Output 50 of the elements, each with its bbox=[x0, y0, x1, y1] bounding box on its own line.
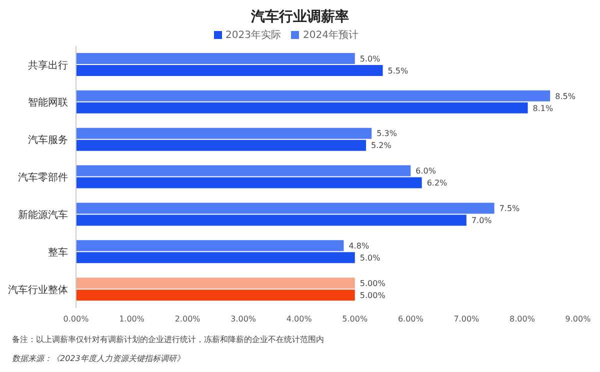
bar bbox=[76, 128, 372, 139]
x-tick-label: 9.00% bbox=[565, 314, 592, 324]
bar bbox=[76, 202, 494, 214]
bar bbox=[76, 252, 355, 264]
data-label: 5.3% bbox=[376, 129, 398, 138]
bar bbox=[76, 140, 366, 151]
x-tick-label: 2.00% bbox=[174, 314, 201, 324]
source-note: 数据来源：《2023年度人力资源关键指标调研》 bbox=[12, 353, 186, 364]
chart-title: 汽车行业调薪率 bbox=[250, 8, 350, 27]
x-tick-label: 8.00% bbox=[510, 314, 536, 324]
y-tick-label: 智能网联 bbox=[28, 96, 68, 109]
x-tick-label: 3.00% bbox=[230, 314, 256, 324]
bar bbox=[76, 240, 344, 252]
bar bbox=[76, 53, 355, 64]
y-tick-label: 汽车零部件 bbox=[18, 172, 68, 184]
x-tick-label: 4.00% bbox=[286, 314, 312, 324]
text: 备注：以上调薪率仅针对有调薪计划的企业进行统计，冻薪和降薪的企业不在统计范围内 bbox=[12, 334, 325, 345]
bar bbox=[76, 214, 466, 226]
y-tick-label: 共享出行 bbox=[28, 59, 68, 72]
bar bbox=[76, 65, 383, 76]
bar bbox=[76, 278, 355, 289]
y-tick-label: 整车 bbox=[48, 246, 68, 258]
x-tick-label: 6.00% bbox=[398, 314, 424, 324]
x-tick-label: 5.00% bbox=[342, 314, 368, 324]
data-label: 8.5% bbox=[555, 92, 576, 101]
bar bbox=[76, 102, 528, 114]
y-tick-label: 新能源汽车 bbox=[18, 208, 68, 221]
bar bbox=[76, 90, 550, 102]
bar bbox=[76, 177, 422, 188]
bar bbox=[76, 290, 355, 301]
data-label: 5.5% bbox=[388, 66, 408, 76]
y-tick-label: 汽车行业整体 bbox=[8, 284, 68, 296]
data-label: 5.0% bbox=[360, 54, 381, 64]
data-label: 8.1% bbox=[532, 104, 554, 113]
data-label: 5.2% bbox=[371, 141, 392, 150]
x-tick-label: 1.00% bbox=[119, 314, 145, 324]
data-label: 6.0% bbox=[416, 166, 436, 176]
data-label: 7.0% bbox=[471, 216, 492, 226]
data-label: 5.0% bbox=[360, 253, 381, 262]
bar bbox=[76, 165, 411, 176]
data-label: 4.8% bbox=[348, 241, 370, 250]
x-tick-label: 0.00% bbox=[63, 314, 90, 324]
y-tick-label: 汽车服务 bbox=[28, 134, 68, 146]
data-label: 6.2% bbox=[426, 178, 448, 188]
data-label: 5.00% bbox=[360, 290, 386, 300]
legend-label: 2023年实际 bbox=[226, 30, 281, 41]
x-tick-label: 7.00% bbox=[454, 314, 480, 324]
data-label: 7.5% bbox=[499, 204, 520, 214]
data-label: 5.00% bbox=[360, 278, 386, 288]
legend-label: 2024年预计 bbox=[303, 30, 358, 41]
